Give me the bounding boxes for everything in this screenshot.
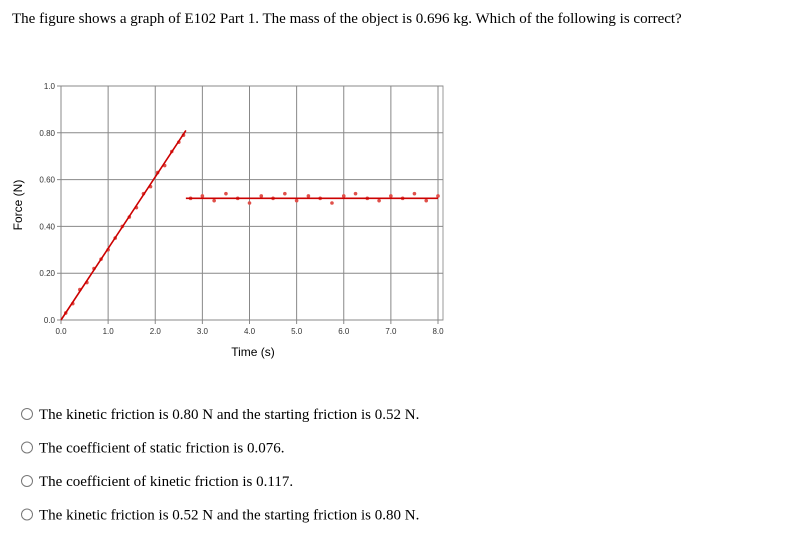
y-tick-label: 0.20 (39, 269, 55, 278)
x-tick-label: 8.0 (432, 327, 444, 336)
data-point (306, 194, 311, 198)
data-point (212, 198, 216, 203)
x-tick-label: 2.0 (150, 327, 162, 336)
x-tick-label: 7.0 (385, 327, 397, 336)
data-point (377, 198, 381, 203)
x-tick-label: 4.0 (244, 327, 256, 336)
x-tick-label: 3.0 (197, 327, 209, 336)
x-tick-label: 0.0 (55, 327, 67, 336)
radio-button[interactable] (21, 441, 33, 454)
radio-button[interactable] (21, 508, 33, 521)
data-point (330, 201, 334, 205)
radio-button[interactable] (21, 475, 33, 487)
data-point (259, 194, 264, 198)
option-text[interactable]: The coefficient of static friction is 0.… (39, 441, 284, 457)
data-point (294, 198, 299, 203)
data-point (224, 191, 228, 196)
x-tick-label: 5.0 (291, 327, 303, 336)
option-text[interactable]: The kinetic friction is 0.52 N and the s… (39, 508, 419, 524)
radio-button[interactable] (21, 408, 33, 420)
y-tick-label: 0.80 (39, 129, 55, 138)
y-tick-label: 0.0 (44, 316, 56, 325)
x-tick-label: 1.0 (103, 327, 115, 336)
plot-area (60, 85, 444, 321)
data-point (200, 194, 205, 198)
x-tick-label: 6.0 (338, 327, 350, 336)
data-point (341, 194, 346, 198)
option-text[interactable]: The coefficient of kinetic friction is 0… (39, 474, 293, 490)
option-text[interactable]: The kinetic friction is 0.80 N and the s… (39, 407, 419, 423)
data-point (436, 194, 440, 198)
y-axis-title: Force (N) (11, 180, 25, 231)
fit-line (60, 130, 187, 321)
x-axis-title: Time (s) (231, 345, 275, 359)
y-tick-label: 0.60 (39, 176, 55, 185)
data-point (353, 191, 358, 196)
data-point (424, 198, 429, 203)
question: The figure shows a graph of E102 Part 1.… (12, 11, 682, 27)
data-point (247, 201, 252, 205)
y-tick-label: 0.40 (39, 222, 55, 231)
data-point (283, 191, 287, 196)
y-tick-label: 1.0 (44, 82, 56, 91)
data-point (389, 194, 393, 198)
data-point (412, 191, 417, 196)
